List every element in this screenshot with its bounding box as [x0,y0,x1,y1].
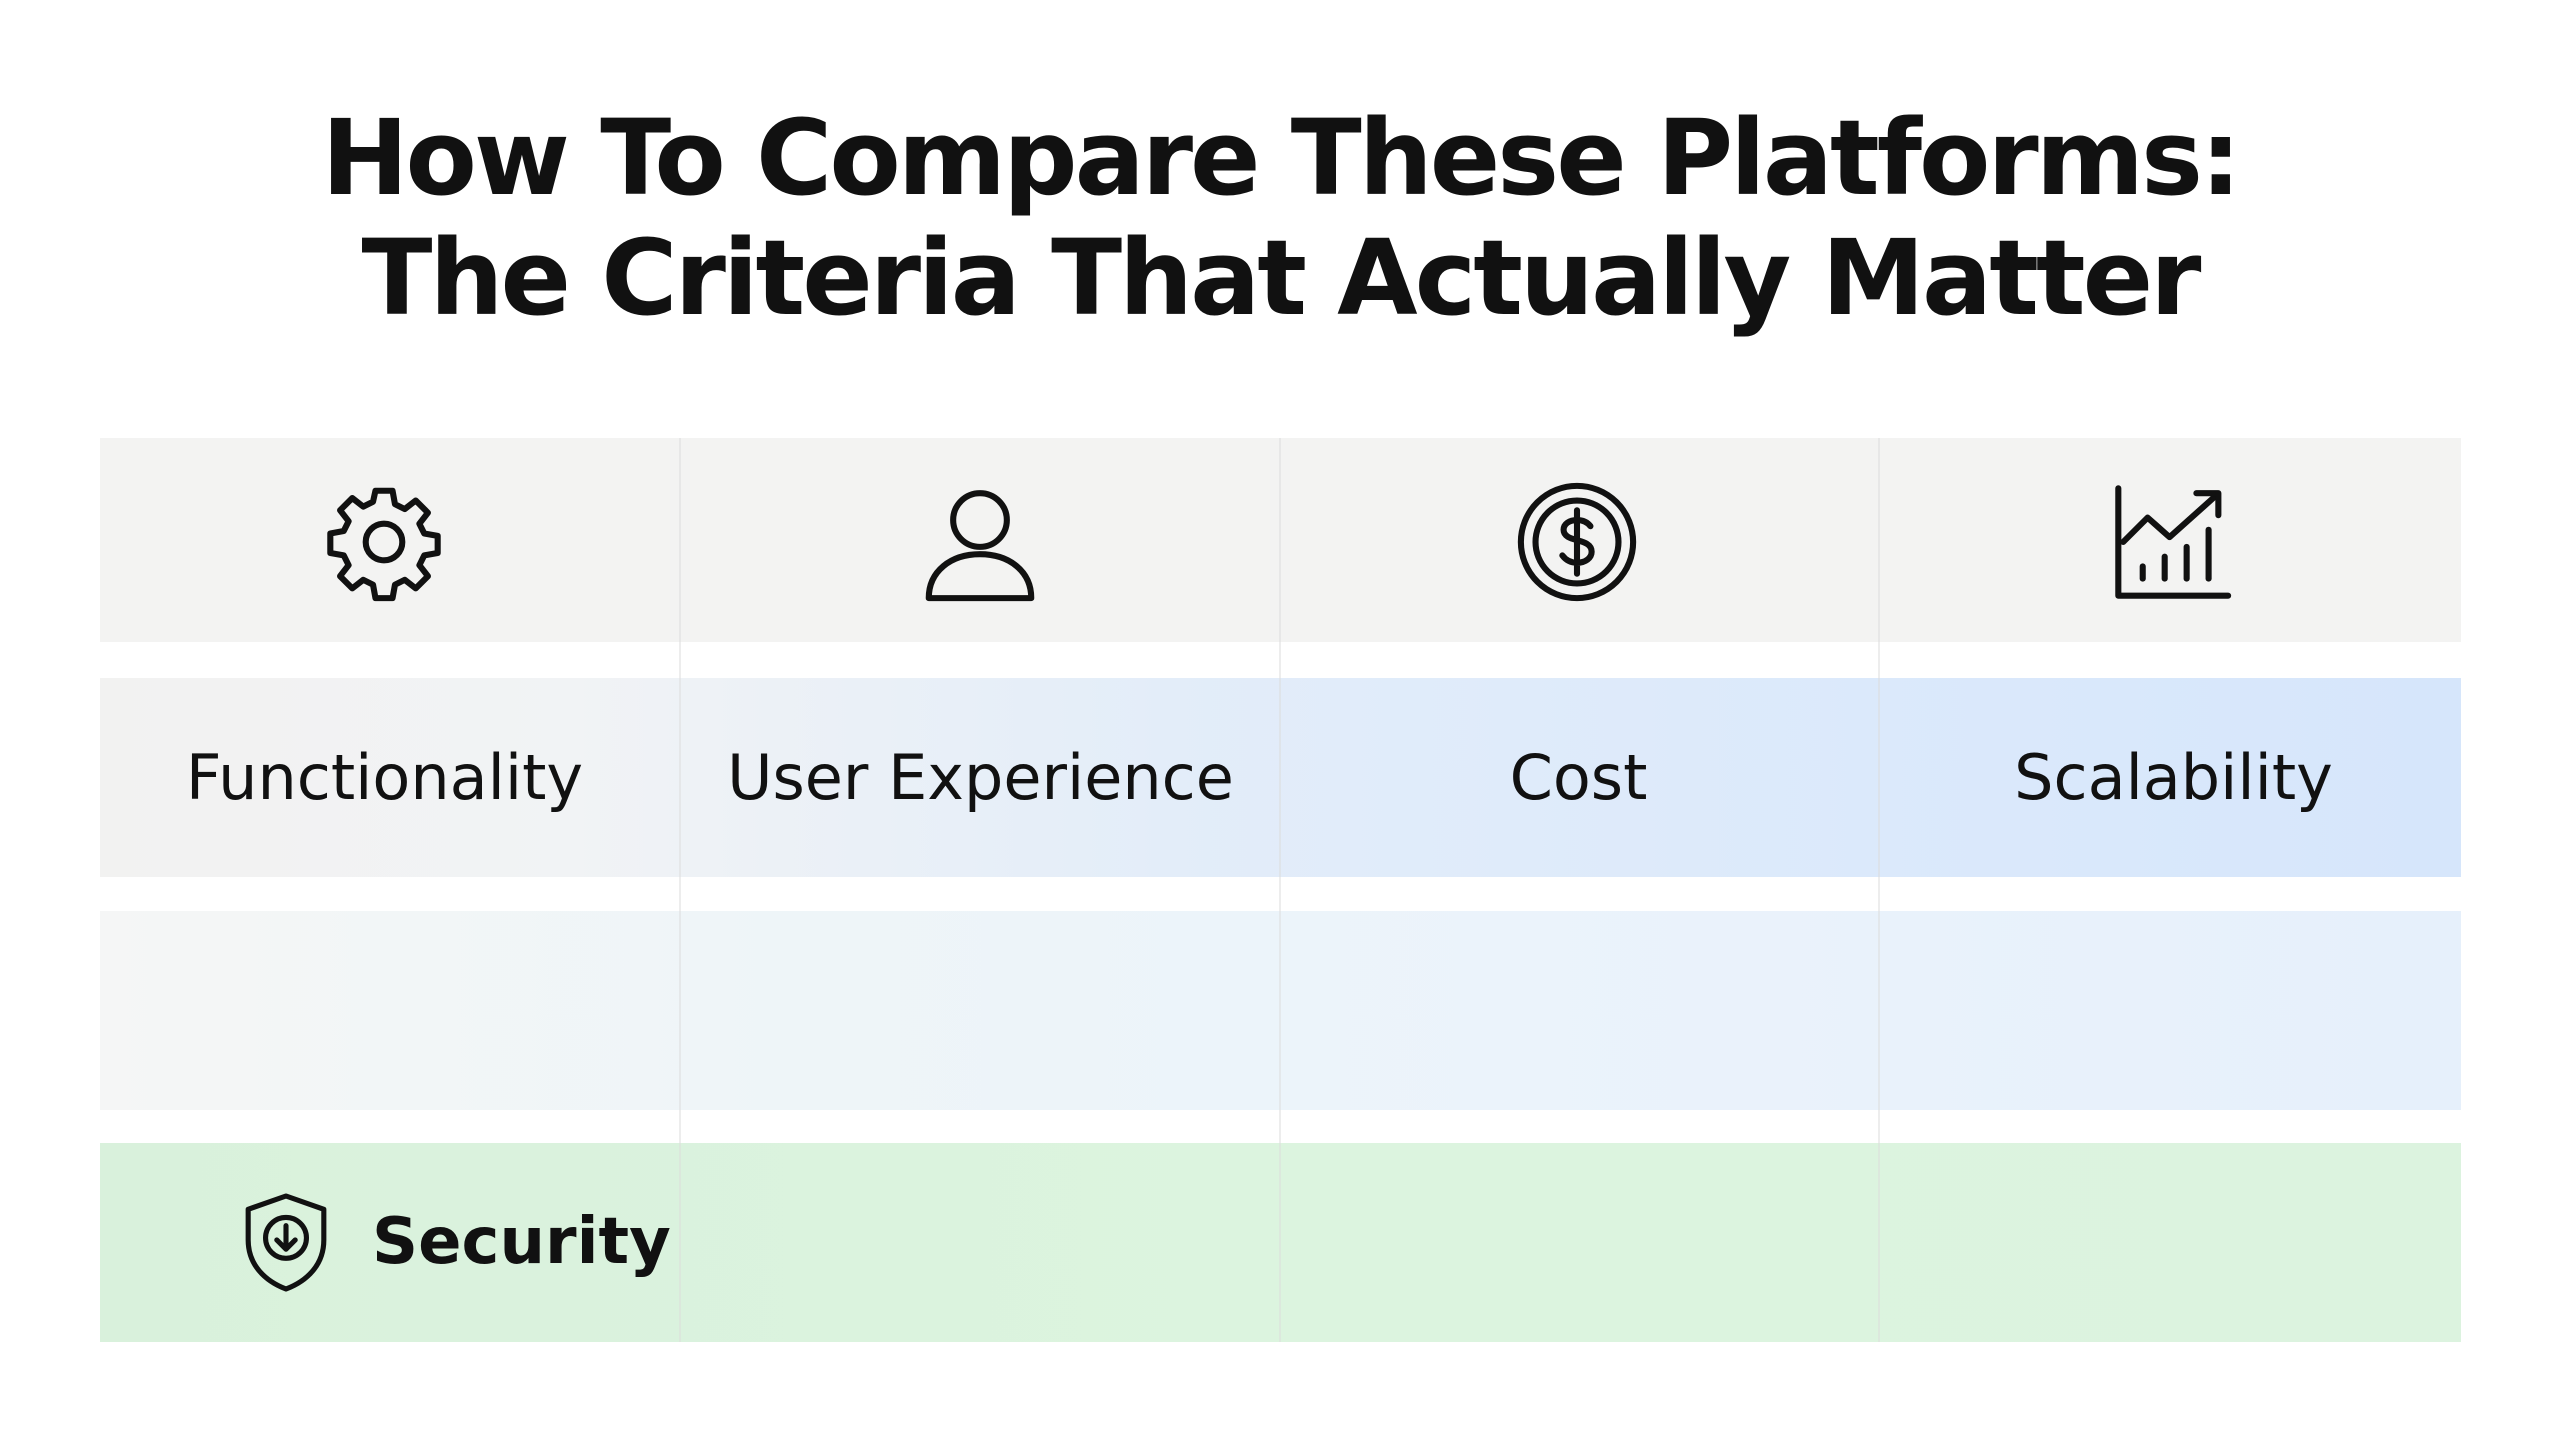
column-divider [1878,438,1880,1342]
title-line: How To Compare These Platforms: [321,97,2241,219]
criterion-label: User Experience [727,741,1234,814]
column-divider [1279,438,1281,1342]
column-divider [679,438,681,1342]
criterion-label: Cost [1509,741,1648,814]
gear-icon [327,487,441,602]
growth-icon [2115,485,2232,599]
shield-icon [245,1193,327,1292]
criterion-label: Scalability [2014,741,2333,814]
coin-icon [1517,482,1637,602]
criterion-label: Functionality [185,741,584,814]
security-label: Security [372,1205,671,1279]
user-icon [925,490,1035,602]
title-line: The Criteria That Actually Matter [361,217,2202,339]
